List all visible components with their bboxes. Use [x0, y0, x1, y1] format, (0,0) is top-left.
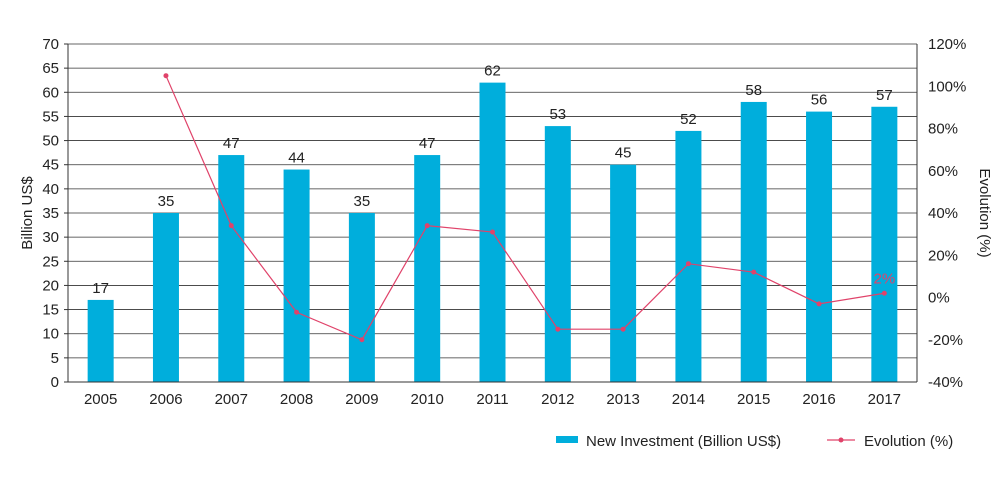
evolution-point — [228, 223, 234, 229]
evolution-point — [490, 229, 495, 235]
bar — [871, 106, 898, 383]
y-tick-label: 50 — [42, 133, 59, 150]
bar — [152, 213, 179, 382]
bar-data-label: 44 — [288, 150, 305, 167]
bar-data-label: 56 — [811, 92, 828, 109]
evolution-point — [359, 337, 365, 343]
x-tick-label: 2006 — [149, 391, 182, 408]
evolution-point — [881, 290, 887, 296]
bar — [675, 130, 702, 382]
y-tick-label: 20 — [42, 277, 59, 294]
bar-data-label: 47 — [419, 135, 436, 152]
x-tick-label: 2009 — [345, 391, 378, 408]
y-right-tick-label: 120% — [928, 36, 966, 53]
y-right-tick-label: 100% — [928, 78, 966, 95]
x-tick-label: 2017 — [868, 391, 901, 408]
bar — [806, 111, 833, 382]
data-labels: 17 35 47 44 35 47 62 53 45 52 58 56 57 2% — [92, 63, 895, 297]
y-tick-label: 10 — [42, 326, 59, 343]
x-tick-label: 2015 — [737, 391, 770, 408]
legend-bar-swatch — [556, 436, 578, 443]
bar-data-label: 53 — [549, 106, 566, 123]
y-right-tick-label: 40% — [928, 205, 958, 222]
evolution-point — [424, 223, 430, 229]
x-tick-label: 2016 — [802, 391, 835, 408]
y-tick-label: 60 — [42, 84, 59, 101]
x-tick-label: 2011 — [476, 391, 508, 408]
bar-data-label: 62 — [484, 63, 501, 80]
axes: 0 5 10 15 20 25 30 35 40 45 50 55 60 65 70 -40% -20% 0% 20… — [42, 36, 966, 408]
x-tick-label: 2008 — [280, 391, 313, 408]
y-tick-label: 55 — [42, 108, 59, 125]
bar — [740, 101, 767, 382]
evolution-point — [294, 309, 300, 315]
y-right-tick-label: 20% — [928, 247, 958, 264]
legend-line-label: Evolution (%) — [864, 433, 953, 450]
y-tick-label: 70 — [42, 36, 59, 53]
bar-data-label: 35 — [158, 193, 175, 210]
evolution-point — [816, 301, 822, 307]
x-tick-label: 2010 — [411, 391, 444, 408]
bar-data-label: 57 — [876, 87, 893, 104]
x-tick-label: 2012 — [541, 391, 574, 408]
evolution-point — [751, 269, 757, 275]
x-tick-label: 2007 — [215, 391, 248, 408]
bar-data-label: 17 — [92, 280, 109, 297]
legend-bar-label: New Investment (Billion US$) — [586, 433, 781, 450]
bar-data-label: 52 — [680, 111, 697, 128]
evolution-point — [620, 326, 626, 332]
y-tick-label: 65 — [42, 60, 59, 77]
y-tick-label: 35 — [42, 205, 59, 222]
bar — [544, 126, 571, 382]
bar-data-label: 45 — [615, 145, 632, 162]
y-right-tick-label: -20% — [928, 332, 963, 349]
x-tick-label: 2005 — [84, 391, 117, 408]
y-tick-label: 5 — [51, 350, 59, 367]
bar-data-label: 35 — [354, 193, 371, 210]
evolution-point — [163, 73, 169, 79]
y-tick-label: 45 — [42, 157, 59, 174]
bar-data-label: 47 — [223, 135, 240, 152]
y-tick-label: 30 — [42, 229, 59, 246]
legend: New Investment (Billion US$) Evolution (… — [556, 433, 953, 450]
y-tick-label: 40 — [42, 181, 59, 198]
bar — [414, 155, 441, 382]
bar — [87, 299, 114, 382]
evolution-annotation: 2% — [874, 270, 896, 287]
bar-series — [87, 82, 898, 383]
y-tick-label: 0 — [51, 374, 59, 391]
bar-data-label: 58 — [745, 82, 762, 99]
x-tick-label: 2013 — [606, 391, 639, 408]
bar — [218, 155, 245, 382]
y-right-tick-label: 60% — [928, 163, 958, 180]
evolution-point — [555, 326, 561, 332]
y-right-tick-label: 80% — [928, 121, 958, 138]
evolution-point — [685, 261, 691, 267]
y-axis-right-title: Evolution (%) — [976, 168, 993, 257]
evolution-line — [165, 75, 885, 341]
y-right-tick-label: 0% — [928, 290, 950, 307]
evolution-line-series — [163, 73, 887, 343]
bar — [283, 169, 310, 382]
y-right-tick-label: -40% — [928, 374, 963, 391]
x-tick-label: 2014 — [672, 391, 705, 408]
y-tick-label: 25 — [42, 253, 59, 270]
bar — [348, 213, 375, 382]
legend-line-marker — [838, 437, 844, 443]
bar — [610, 164, 637, 382]
y-axis-left-title: Billion US$ — [19, 176, 36, 250]
y-tick-label: 15 — [42, 302, 59, 319]
